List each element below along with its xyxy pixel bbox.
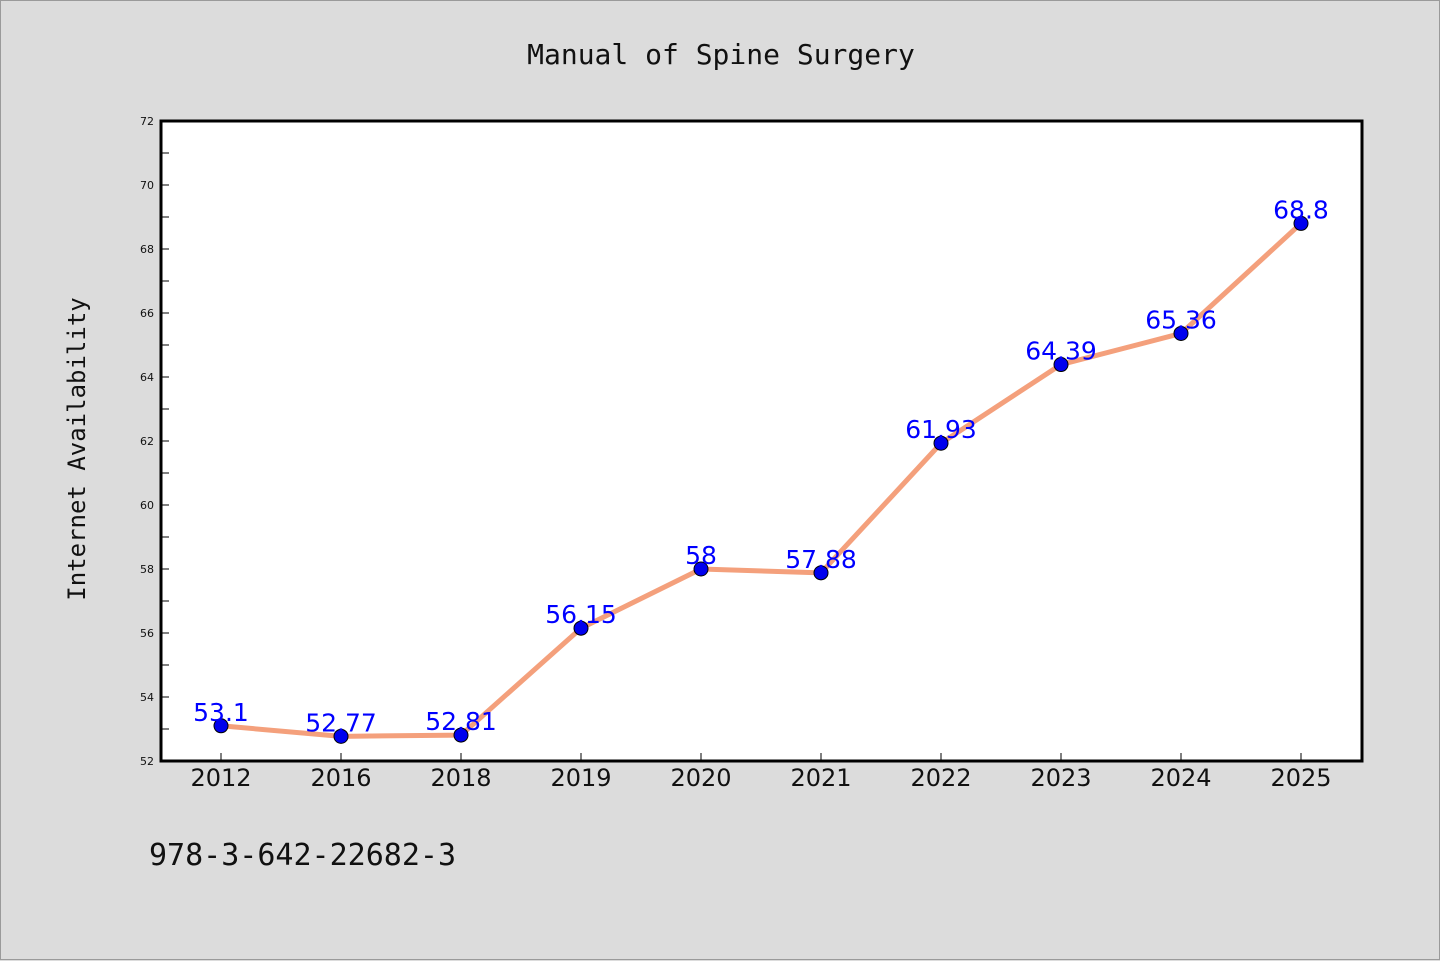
plot-area — [159, 119, 1364, 763]
x-tick-label: 2024 — [1150, 764, 1211, 792]
data-label: 57.88 — [785, 545, 857, 574]
x-tick-label: 2018 — [430, 764, 491, 792]
series-line — [218, 220, 1304, 739]
y-tick-label: 58 — [140, 563, 154, 576]
x-tick-label: 2016 — [310, 764, 371, 792]
y-tick-label: 60 — [140, 499, 154, 512]
y-tick-label: 56 — [140, 627, 154, 640]
y-tick-label: 64 — [140, 371, 154, 384]
data-point — [213, 718, 229, 734]
x-tick-label: 2020 — [670, 764, 731, 792]
data-point — [1173, 325, 1189, 341]
data-label: 65.36 — [1145, 305, 1217, 334]
y-tick-label: 54 — [140, 691, 154, 704]
x-tick-label: 2025 — [1270, 764, 1331, 792]
y-tick-label: 68 — [140, 243, 154, 256]
footer-isbn: 978-3-642-22682-3 — [149, 838, 456, 873]
data-label: 52.77 — [305, 708, 377, 737]
y-axis-ticks: 52 54 56 58 60 62 64 66 68 70 72 — [140, 115, 169, 768]
series-markers — [213, 215, 1309, 744]
data-point — [573, 620, 589, 636]
data-label: 68.8 — [1273, 195, 1329, 224]
data-point — [693, 561, 709, 577]
chart-title: Manual of Spine Surgery — [527, 38, 915, 71]
data-label: 56.15 — [545, 600, 617, 629]
data-point — [453, 727, 469, 743]
data-label: 58 — [685, 541, 717, 570]
y-tick-label: 62 — [140, 435, 154, 448]
x-tick-label: 2012 — [190, 764, 251, 792]
x-axis-ticks: 2012 2016 2018 2019 2020 2021 2022 2023 2024 2025 — [190, 753, 1332, 792]
data-point — [933, 435, 949, 451]
data-label: 61.93 — [905, 415, 977, 444]
y-tick-label: 52 — [140, 755, 154, 768]
x-tick-label: 2022 — [910, 764, 971, 792]
x-tick-label: 2019 — [550, 764, 611, 792]
y-tick-label: 70 — [140, 179, 154, 192]
data-label: 53.1 — [193, 698, 249, 727]
x-tick-label: 2023 — [1030, 764, 1091, 792]
data-label: 52.81 — [425, 707, 497, 736]
data-point — [1053, 357, 1069, 373]
x-tick-label: 2021 — [790, 764, 851, 792]
data-point — [333, 728, 349, 744]
y-tick-label: 72 — [140, 115, 154, 128]
data-labels: 53.1 52.77 52.81 56.15 58 57.88 61.93 64.39 65.3… — [193, 195, 1329, 737]
y-tick-label: 66 — [140, 307, 154, 320]
data-point — [813, 565, 829, 581]
data-label: 64.39 — [1025, 337, 1097, 366]
y-axis-label: Internet Availability — [63, 297, 91, 600]
data-point — [1293, 215, 1309, 231]
